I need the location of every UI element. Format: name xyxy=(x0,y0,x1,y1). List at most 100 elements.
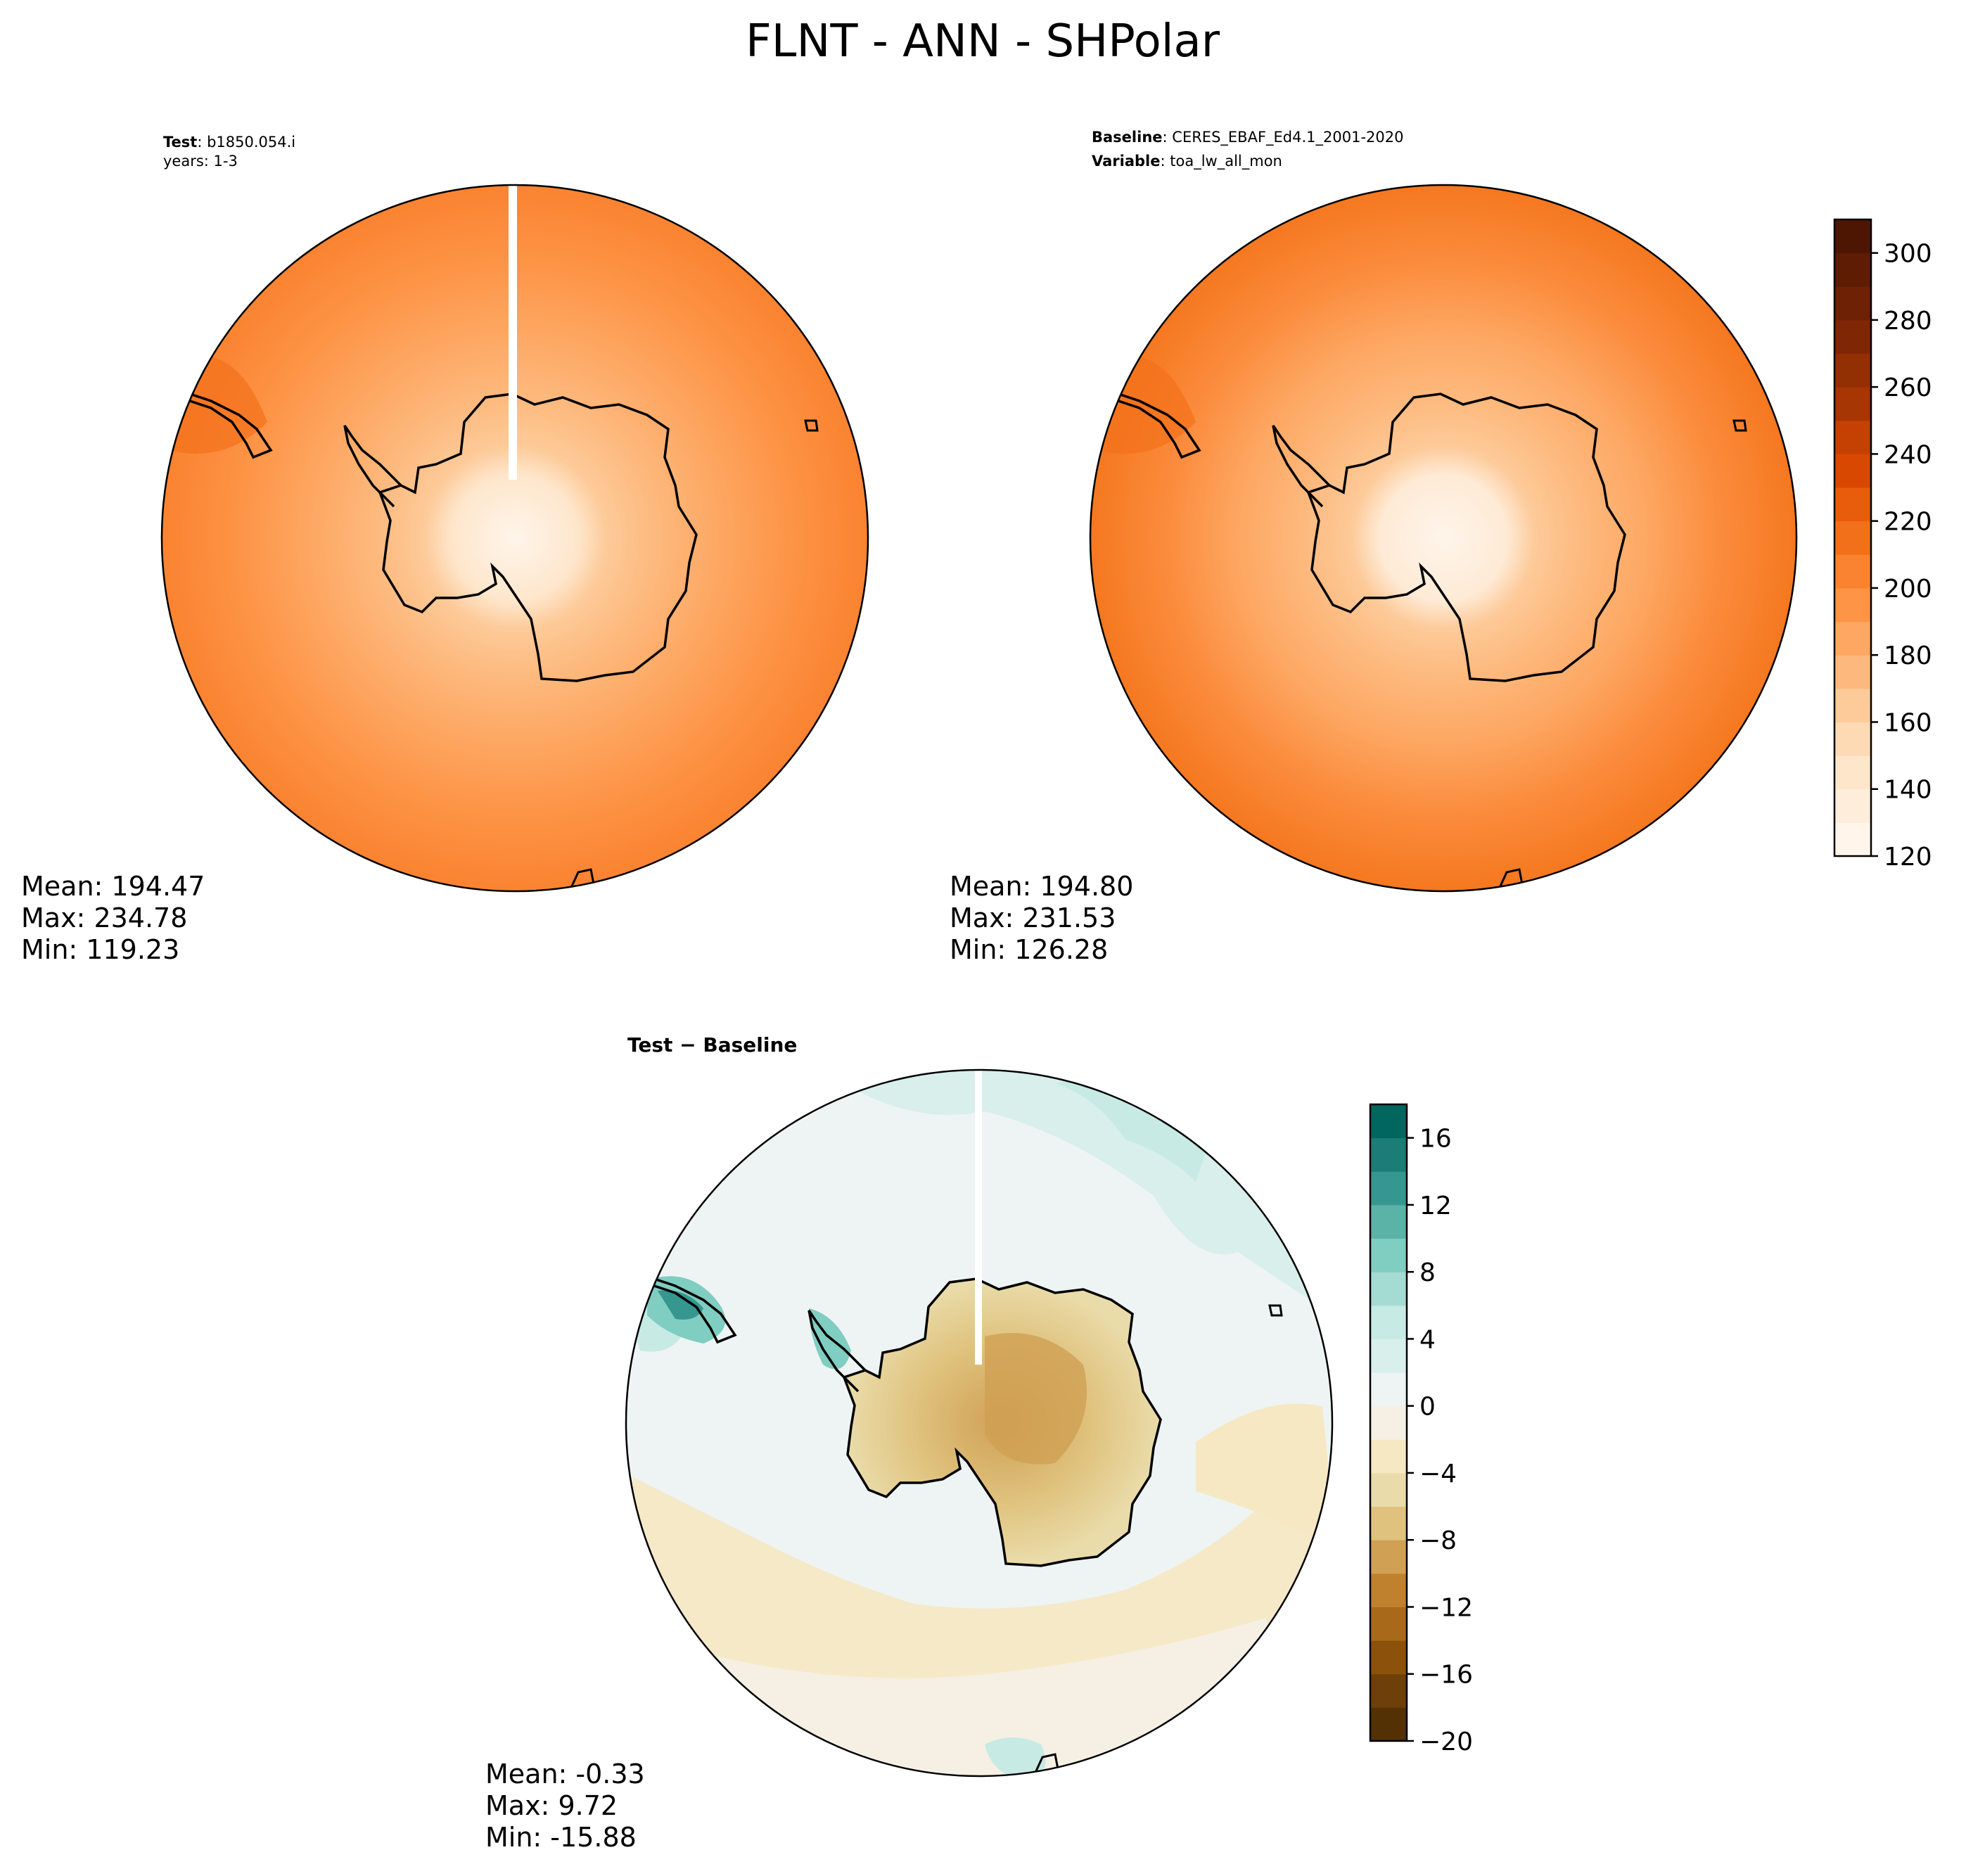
diff-colorbar-band xyxy=(1370,1339,1407,1373)
baseline-map-border xyxy=(1089,184,1798,893)
main-colorbar-band xyxy=(1834,822,1871,857)
test-map xyxy=(162,185,868,891)
test-stat-max: Max: 234.78 xyxy=(21,902,187,933)
island-east-baseline xyxy=(1732,419,1747,432)
main-colorbar-band xyxy=(1834,688,1871,722)
main-colorbar-tick-label: 200 xyxy=(1884,575,1932,604)
diff-colorbar-band xyxy=(1370,1405,1407,1440)
main-colorbar-tick-label: 120 xyxy=(1884,843,1932,872)
diff-strongest-positive xyxy=(658,1290,703,1320)
diff-colorbar-band xyxy=(1370,1204,1407,1239)
diff-colorbar-tick-label: 0 xyxy=(1419,1393,1436,1422)
main-colorbar-tick-label: 260 xyxy=(1884,374,1932,402)
baseline-stat-mean: Mean: 194.80 xyxy=(950,871,1133,902)
diff-map-seam xyxy=(975,1070,982,1365)
antarctic-peninsula-diff xyxy=(808,1310,867,1393)
diff-colorbar-band xyxy=(1370,1104,1407,1139)
baseline-variable-value: toa_lw_all_mon xyxy=(1170,153,1282,170)
main-colorbar-frame xyxy=(1833,218,1872,857)
baseline-stat-max: Max: 231.53 xyxy=(950,902,1116,933)
diff-stat-mean: Mean: -0.33 xyxy=(485,1759,645,1789)
diff-colorbar-tick-label: 8 xyxy=(1419,1258,1436,1287)
antarctic-peninsula xyxy=(343,425,402,508)
main-colorbar-tick-label: 220 xyxy=(1884,508,1932,537)
main-colorbar-bands xyxy=(1834,219,1871,857)
figure-title: FLNT - ANN - SHPolar xyxy=(746,15,1220,68)
main-colorbar-band xyxy=(1834,353,1871,388)
diff-colorbar-band xyxy=(1370,1238,1407,1272)
island-east xyxy=(804,419,819,432)
test-header-years: years: 1-3 xyxy=(163,153,238,170)
main-colorbar-band xyxy=(1834,621,1871,656)
baseline-map xyxy=(1090,185,1796,891)
main-colorbar-tick-label: 140 xyxy=(1884,776,1932,805)
antarctica-outline-diff xyxy=(842,1277,1162,1567)
main-colorbar-band xyxy=(1834,387,1871,421)
main-colorbar-band xyxy=(1834,454,1871,488)
diff-colorbar-tick-label: 16 xyxy=(1419,1125,1452,1154)
main-colorbar-tick-label: 240 xyxy=(1884,440,1932,469)
antarctica-outline-baseline xyxy=(1306,393,1626,682)
main-colorbar: 120 140 160 180 200 220 240 260 280 300 xyxy=(1833,218,1932,872)
diff-colorbar-band xyxy=(1370,1707,1407,1742)
main-colorbar-band xyxy=(1834,722,1871,756)
baseline-header: Baseline: CERES_EBAF_Ed4.1_2001-2020 xyxy=(1092,129,1403,146)
test-panel: Test: b1850.054.i years: 1-3 Mean: 194.4… xyxy=(21,134,869,965)
diff-stat-min: Min: -15.88 xyxy=(485,1822,637,1853)
main-colorbar-band xyxy=(1834,755,1871,790)
diff-colorbar-band xyxy=(1370,1372,1407,1407)
diff-colorbar-tick-label: −12 xyxy=(1419,1593,1473,1622)
baseline-panel: Baseline: CERES_EBAF_Ed4.1_2001-2020 Var… xyxy=(950,129,1798,965)
main-colorbar-tick-label: 280 xyxy=(1884,307,1932,336)
diff-panel: Test − Baseline Mean: -0.33 Max: 9.72 xyxy=(485,1033,1334,1853)
baseline-variable: Variable: toa_lw_all_mon xyxy=(1092,153,1282,170)
main-colorbar-band xyxy=(1834,253,1871,287)
diff-colorbar-band xyxy=(1370,1439,1407,1474)
baseline-variable-key: Variable xyxy=(1092,153,1160,170)
main-colorbar-band xyxy=(1834,219,1871,254)
diff-colorbar-band xyxy=(1370,1573,1407,1607)
south-america-tip xyxy=(189,393,273,459)
test-map-field xyxy=(162,185,868,891)
diff-colorbar-band xyxy=(1370,1607,1407,1641)
diff-colorbar-ticks: −20 −16 −12 −8 −4 0 4 8 12 16 xyxy=(1407,1125,1473,1756)
main-colorbar-band xyxy=(1834,587,1871,623)
diff-colorbar-tick-label: −8 xyxy=(1419,1526,1457,1555)
diff-negative-east xyxy=(1196,1403,1332,1548)
main-colorbar-tick-label: 160 xyxy=(1884,708,1932,737)
main-colorbar-tick-label: 300 xyxy=(1884,240,1932,269)
diff-stat-max: Max: 9.72 xyxy=(485,1790,618,1821)
diff-colorbar: −20 −16 −12 −8 −4 0 4 8 12 16 xyxy=(1369,1103,1473,1756)
baseline-header-sep: : xyxy=(1163,129,1173,146)
main-colorbar-ticks: 120 140 160 180 200 220 240 260 280 300 xyxy=(1871,240,1932,872)
diff-positive-south-patch xyxy=(985,1737,1046,1776)
diff-negative-south xyxy=(626,1463,1332,1688)
diff-colorbar-band xyxy=(1370,1673,1407,1708)
diff-land-core xyxy=(985,1333,1087,1465)
test-stat-mean: Mean: 194.47 xyxy=(21,871,205,902)
diff-header: Test − Baseline xyxy=(627,1033,797,1057)
baseline-header-key: Baseline xyxy=(1092,129,1163,146)
diff-colorbar-band xyxy=(1370,1171,1407,1206)
main-colorbar-band xyxy=(1834,521,1871,555)
baseline-stat-min: Min: 126.28 xyxy=(950,934,1108,965)
baseline-map-field xyxy=(1090,185,1796,891)
diff-colorbar-frame xyxy=(1369,1103,1408,1742)
antarctica-outline xyxy=(378,393,698,682)
test-header-value: b1850.054.i xyxy=(207,134,295,151)
baseline-header-value: CERES_EBAF_Ed4.1_2001-2020 xyxy=(1172,129,1403,146)
main-colorbar-band xyxy=(1834,286,1871,321)
main-colorbar-band xyxy=(1834,655,1871,689)
test-map-border xyxy=(160,184,869,893)
island-south-diff xyxy=(1034,1753,1060,1773)
diff-colorbar-band xyxy=(1370,1540,1407,1574)
diff-colorbar-tick-label: −20 xyxy=(1419,1728,1473,1756)
diff-colorbar-band xyxy=(1370,1137,1407,1172)
main-colorbar-band xyxy=(1834,420,1871,454)
south-america-tip-diff xyxy=(653,1277,737,1344)
baseline-variable-sep: : xyxy=(1160,153,1170,170)
island-south xyxy=(570,868,596,888)
island-east-diff xyxy=(1268,1304,1283,1317)
test-stat-min: Min: 119.23 xyxy=(21,934,179,965)
test-header-key: Test xyxy=(163,134,197,151)
